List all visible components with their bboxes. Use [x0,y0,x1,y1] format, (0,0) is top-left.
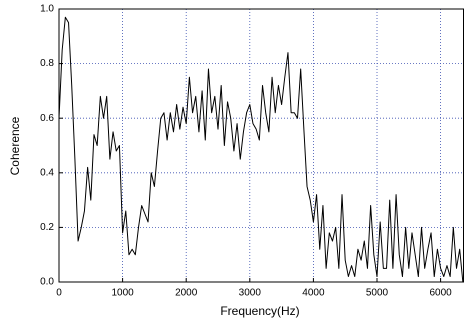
x-tick-label: 6000 [429,288,452,299]
x-tick-label: 3000 [239,288,262,299]
x-tick-label: 5000 [366,288,389,299]
y-tick-label: 0.0 [40,277,54,288]
y-axis-title: Coherence [8,116,22,175]
x-tick-label: 4000 [302,288,325,299]
x-tick-label: 0 [56,288,62,299]
data-line [58,16,464,283]
x-tick-label: 1000 [111,288,134,299]
y-tick-label: 1.0 [40,4,54,15]
y-tick-label: 0.8 [40,58,54,69]
x-tick-label: 2000 [175,288,198,299]
y-tick-label: 0.2 [40,222,54,233]
x-axis-title: Frequency(Hz) [220,304,299,318]
y-tick-label: 0.6 [40,113,54,124]
y-tick-label: 0.4 [40,167,54,178]
